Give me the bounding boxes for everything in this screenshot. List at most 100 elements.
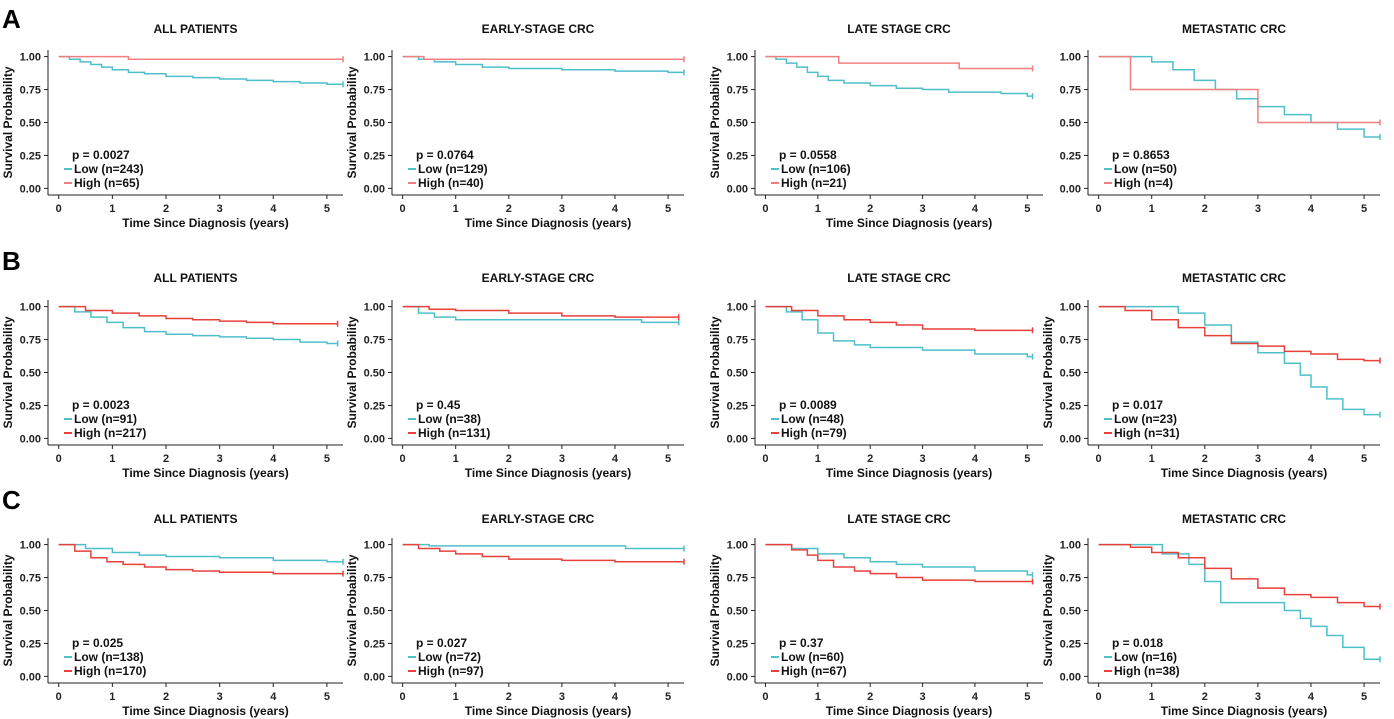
p-value: p = 0.37 [779,636,824,650]
x-tick-label: 2 [163,453,169,465]
y-axis-label: Survival Probability [708,316,722,428]
km-curve-low [1098,55,1380,138]
x-tick-label: 2 [1202,691,1208,703]
panel-title: METASTATIC CRC [1182,512,1286,526]
p-value: p = 0.0764 [416,148,474,162]
x-tick-label: 0 [400,203,406,215]
legend-entry: High (n=38) [1114,664,1180,678]
x-axis-label: Time Since Diagnosis (years) [826,466,993,480]
x-tick-label: 0 [56,203,62,215]
y-axis-label: Survival Probability [345,316,359,428]
km-curve-high [765,543,1033,583]
km-curve-high [402,543,684,563]
y-tick-label: 0.00 [1060,433,1081,445]
km-curve-low [58,55,343,86]
x-tick-label: 3 [920,691,926,703]
x-tick-label: 5 [324,691,330,703]
y-tick-label: 0.75 [20,573,41,585]
legend-entry: Low (n=243) [74,162,144,176]
y-axis-label: Survival Probability [345,554,359,666]
y-tick-label: 0.25 [727,400,748,412]
km-curve-low [58,305,338,345]
x-axis-label: Time Since Diagnosis (years) [1161,704,1328,718]
x-tick-label: 4 [270,203,277,215]
x-tick-label: 4 [972,453,979,465]
km-curve-high [1098,55,1380,124]
x-axis-label: Time Since Diagnosis (years) [465,216,632,230]
y-axis-label: Survival Probability [1,554,15,666]
x-axis-label: Time Since Diagnosis (years) [826,216,993,230]
x-tick-label: 1 [453,691,459,703]
y-axis-label: Survival Probability [708,554,722,666]
legend-entry: Low (n=60) [781,650,844,664]
km-curve-high [58,543,343,575]
y-tick-label: 0.75 [364,573,385,585]
legend-entry: High (n=170) [74,664,146,678]
km-panel: ALL PATIENTS 0.00 0.25 0.50 0.75 1.00 0 1 2 3 4 5 Ti… [1,271,343,480]
y-tick-label: 0.50 [727,368,748,380]
legend-entry: High (n=67) [781,664,847,678]
x-tick-label: 3 [1255,203,1261,215]
x-axis-label: Time Since Diagnosis (years) [465,466,632,480]
y-tick-label: 1.00 [20,302,41,314]
legend-entry: Low (n=16) [1114,650,1177,664]
x-tick-label: 3 [559,691,565,703]
km-curve-low [402,543,684,550]
x-tick-label: 5 [1361,203,1367,215]
x-tick-label: 5 [324,453,330,465]
km-curve-high [402,55,684,60]
x-tick-label: 5 [1024,453,1030,465]
y-axis-label: Survival Probability [708,66,722,178]
x-tick-label: 5 [324,203,330,215]
panel-title: LATE STAGE CRC [847,512,951,526]
p-value: p = 0.018 [1112,636,1163,650]
x-tick-label: 0 [1096,453,1102,465]
y-tick-label: 0.50 [20,368,41,380]
x-tick-label: 0 [762,453,768,465]
km-curve-low [58,543,343,563]
x-tick-label: 3 [217,691,223,703]
x-tick-label: 0 [1096,203,1102,215]
x-axis-label: Time Since Diagnosis (years) [826,704,993,718]
y-axis-label: Survival Probability [345,66,359,178]
x-tick-label: 1 [1149,203,1155,215]
x-tick-label: 3 [1255,453,1261,465]
km-panel: LATE STAGE CRC 0.00 0.25 0.50 0.75 1.00 0 1 2 3 4 5… [708,22,1043,230]
y-tick-label: 0.50 [727,606,748,618]
km-panel: EARLY-STAGE CRC 0.00 0.25 0.50 0.75 1.00 0 1 2 3 4… [345,512,685,718]
panel-title: METASTATIC CRC [1182,271,1286,285]
p-value: p = 0.025 [72,636,123,650]
x-tick-label: 1 [815,203,821,215]
x-tick-label: 3 [920,453,926,465]
p-value: p = 0.017 [1112,398,1163,412]
legend-entry: High (n=21) [781,176,847,190]
y-axis-label: Survival Probability [1,66,15,178]
y-tick-label: 1.00 [364,540,385,552]
km-curve-low [402,305,679,324]
legend-entry: High (n=79) [781,426,847,440]
km-curve-low [765,55,1033,97]
y-tick-label: 0.25 [364,638,385,650]
row-label-c: C [2,485,21,515]
y-tick-label: 0.50 [1060,606,1081,618]
x-tick-label: 5 [1361,453,1367,465]
x-tick-label: 1 [109,453,115,465]
y-tick-label: 0.50 [20,606,41,618]
y-tick-label: 0.25 [20,638,41,650]
y-tick-label: 0.75 [20,85,41,97]
x-axis-label: Time Since Diagnosis (years) [122,466,289,480]
panel-title: METASTATIC CRC [1182,22,1286,36]
x-tick-label: 4 [972,691,979,703]
y-tick-label: 0.00 [727,183,748,195]
km-curve-high [765,55,1033,70]
y-tick-label: 0.25 [1060,400,1081,412]
p-value: p = 0.45 [416,398,461,412]
legend-entry: Low (n=91) [74,412,137,426]
p-value: p = 0.027 [416,636,467,650]
x-tick-label: 4 [612,203,619,215]
y-tick-label: 1.00 [364,302,385,314]
y-axis-label: Survival Probability [1041,316,1055,428]
y-tick-label: 0.75 [364,85,385,97]
panel-title: ALL PATIENTS [154,271,238,285]
